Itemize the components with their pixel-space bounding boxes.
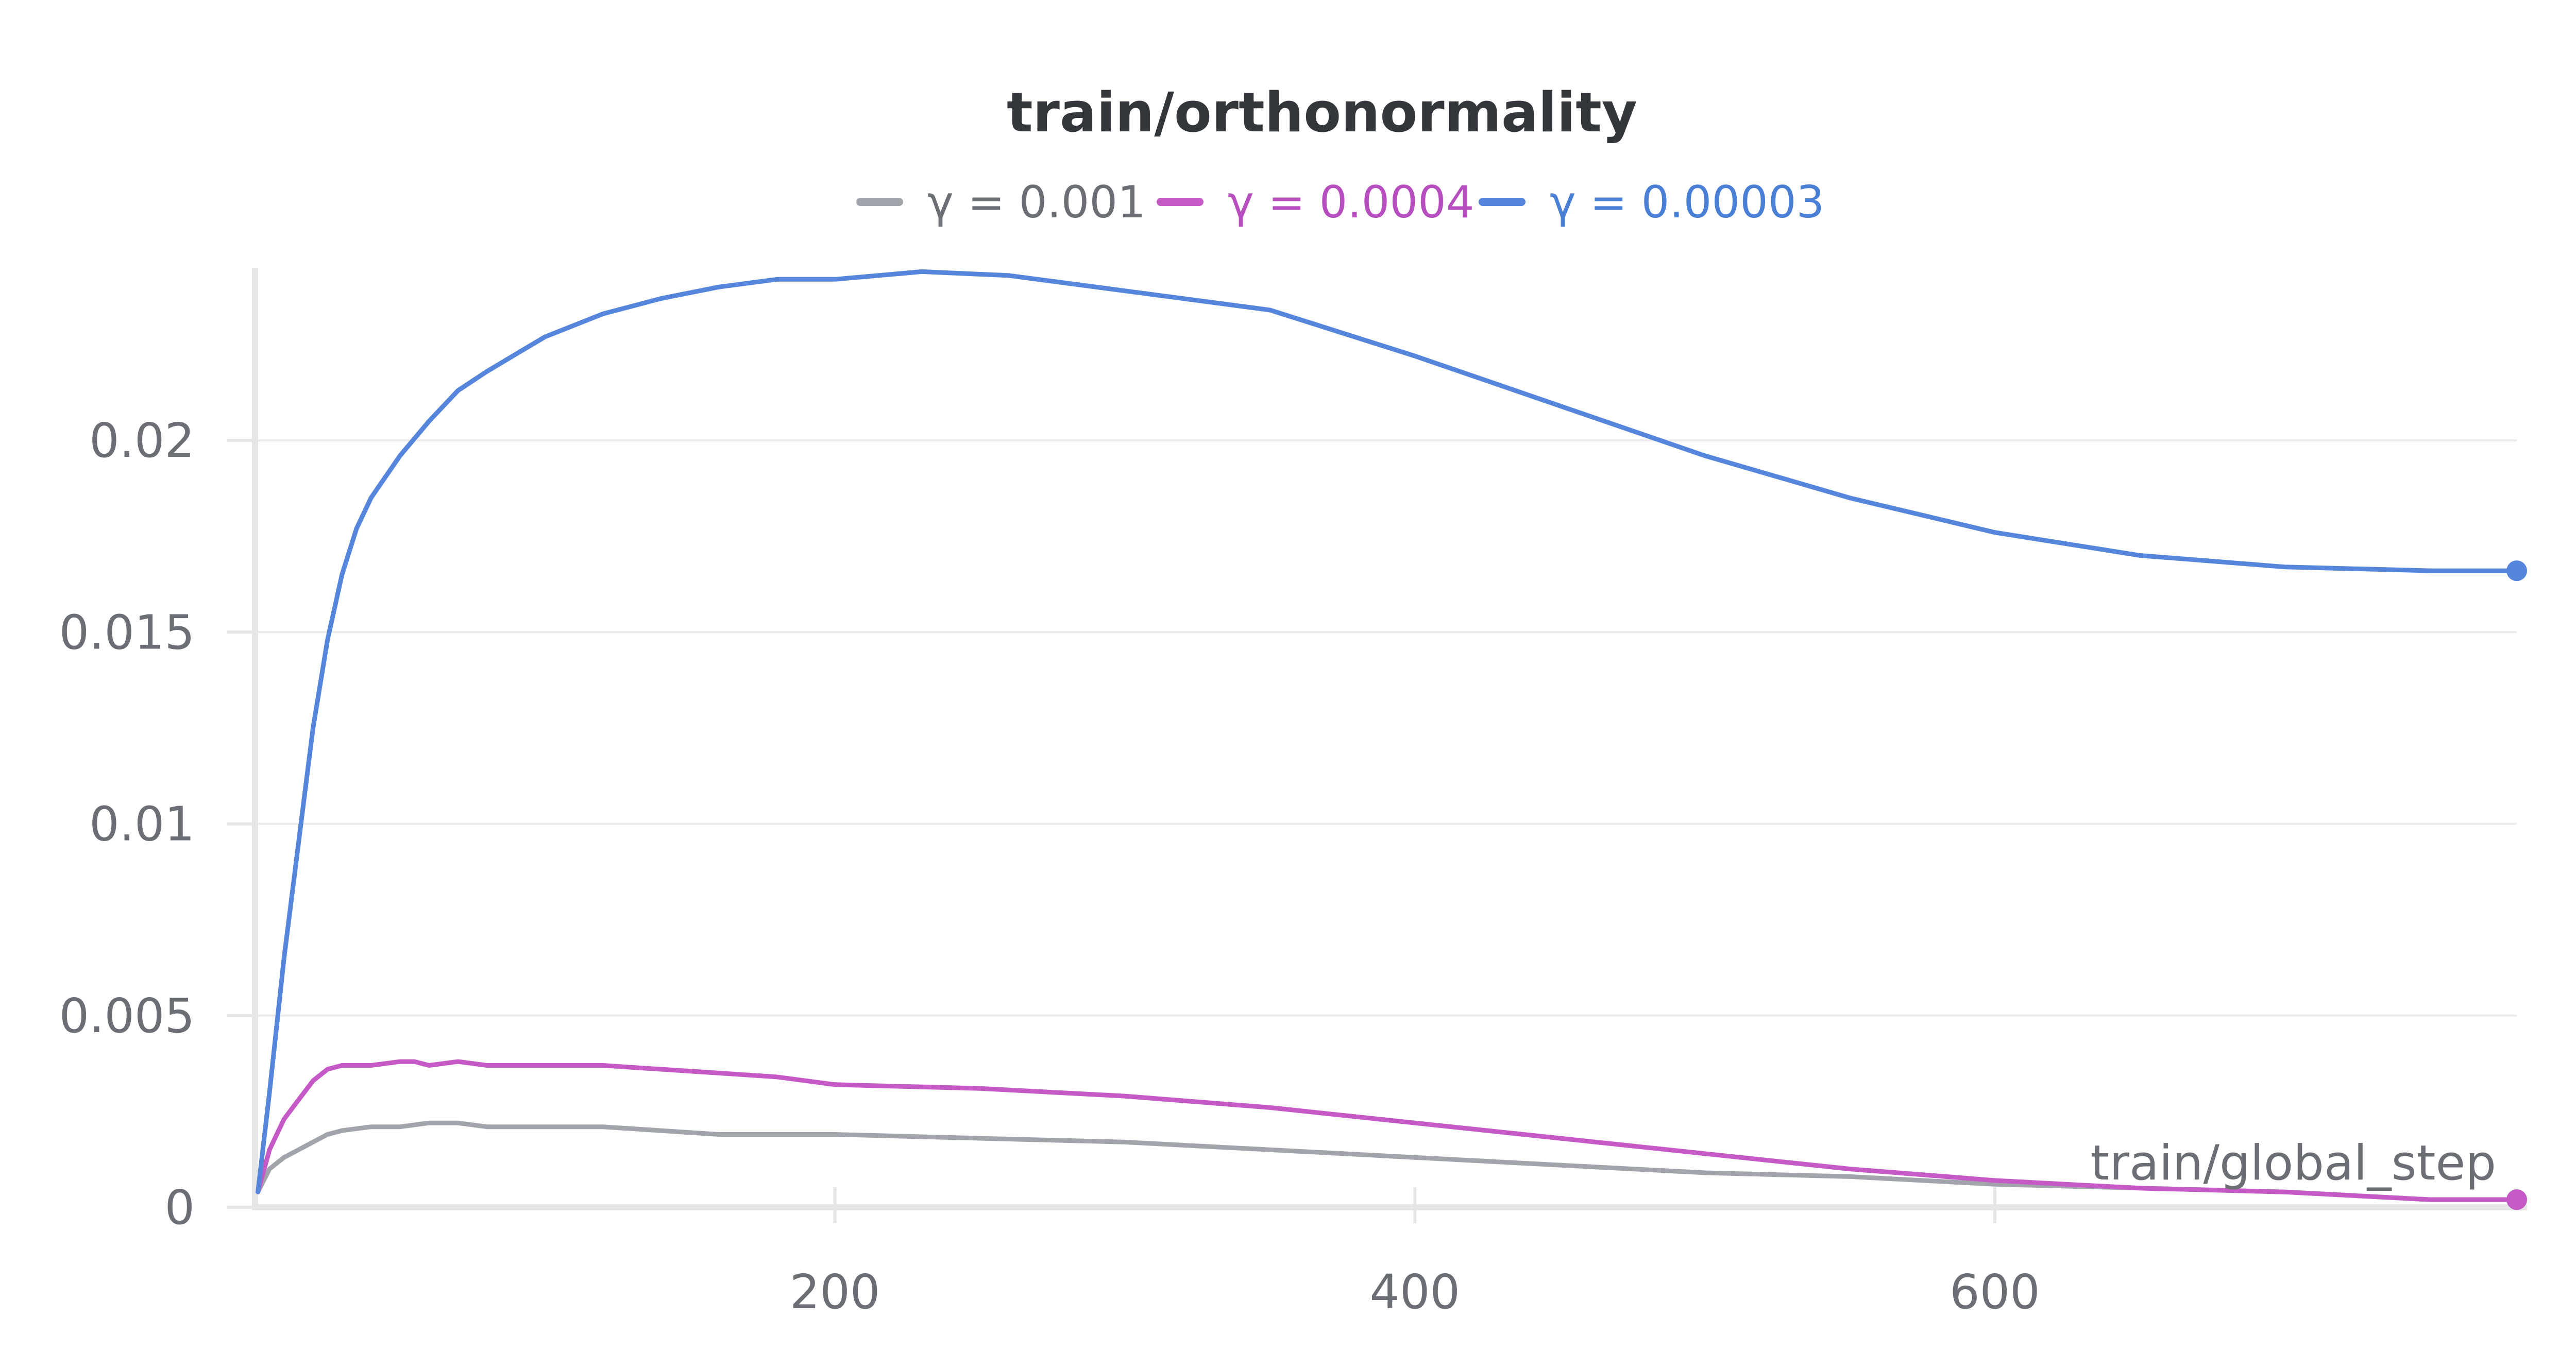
- legend: γ = 0.001 γ = 0.0004 γ = 0.00003: [856, 177, 1824, 228]
- x-axis-ticks: 200 400 600: [790, 1187, 2040, 1320]
- series-line-2: [256, 269, 2519, 1194]
- legend-label-0[interactable]: γ = 0.001: [927, 177, 1146, 228]
- legend-label-2[interactable]: γ = 0.00003: [1550, 177, 1824, 228]
- y-tick-label: 0.005: [59, 988, 195, 1044]
- x-tick-label: 200: [790, 1264, 880, 1320]
- y-tick-label: 0.015: [59, 605, 195, 660]
- legend-label-1[interactable]: γ = 0.0004: [1228, 177, 1475, 228]
- series-line-0: [256, 1120, 2519, 1202]
- grid-lines: [255, 439, 2517, 1017]
- chart-title: train/orthonormality: [1007, 81, 1637, 144]
- y-axis-ticks: 0 0.005 0.01 0.015 0.02: [59, 413, 255, 1235]
- series-line-1: [256, 1059, 2519, 1202]
- x-axis-label: train/global_step: [2091, 1135, 2496, 1191]
- series-end-point-2[interactable]: [2506, 560, 2527, 582]
- x-tick-label: 400: [1369, 1264, 1460, 1320]
- series-end-point-1[interactable]: [2506, 1189, 2527, 1210]
- series-lines: [256, 269, 2527, 1210]
- x-tick-label: 600: [1950, 1264, 2040, 1320]
- y-tick-label: 0.02: [89, 413, 195, 468]
- y-tick-label: 0: [164, 1180, 195, 1235]
- y-tick-label: 0.01: [89, 797, 195, 852]
